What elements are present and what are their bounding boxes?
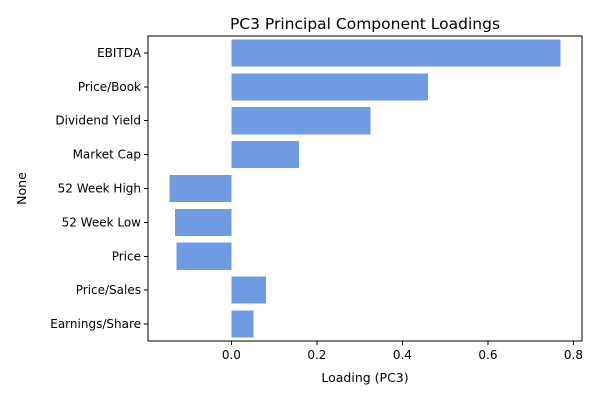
chart-title: PC3 Principal Component Loadings: [230, 15, 500, 33]
y-tick-label: Price: [112, 249, 141, 263]
y-tick-label: Price/Sales: [76, 283, 141, 297]
y-tick-label: Dividend Yield: [55, 114, 141, 128]
y-axis-label: None: [14, 172, 29, 205]
bar-market-cap: [231, 141, 299, 169]
bar-ebitda: [231, 39, 561, 67]
y-tick-label: Price/Book: [78, 80, 141, 94]
y-ticks-group: EBITDA Price/Book Dividend Yield Market Cap…: [50, 46, 148, 331]
y-tick-label: Earnings/Share: [50, 317, 141, 331]
x-tick-label: 0.6: [478, 348, 497, 362]
x-tick-label: 0.0: [222, 348, 241, 362]
plot-frame: [147, 35, 583, 342]
bar-price-book: [231, 73, 429, 101]
y-tick-label: 52 Week High: [58, 182, 141, 196]
x-axis-label: Loading (PC3): [321, 370, 408, 385]
x-tick-label: 0.8: [564, 348, 583, 362]
bars-group: [169, 39, 561, 338]
y-tick-label: Market Cap: [73, 148, 141, 162]
x-tick-label: 0.2: [307, 348, 326, 362]
bar-earnings-share: [231, 310, 254, 338]
bar-dividend-yield: [231, 107, 371, 135]
y-tick-label: 52 Week Low: [62, 215, 142, 229]
y-tick-label: EBITDA: [97, 46, 142, 60]
bar-price: [176, 242, 232, 270]
bar-price-sales: [231, 276, 267, 304]
x-ticks-group: 0.0 0.2 0.4 0.6 0.8: [222, 341, 583, 362]
bar-52-week-low: [174, 208, 232, 236]
bar-52-week-high: [169, 174, 232, 203]
x-tick-label: 0.4: [393, 348, 412, 362]
